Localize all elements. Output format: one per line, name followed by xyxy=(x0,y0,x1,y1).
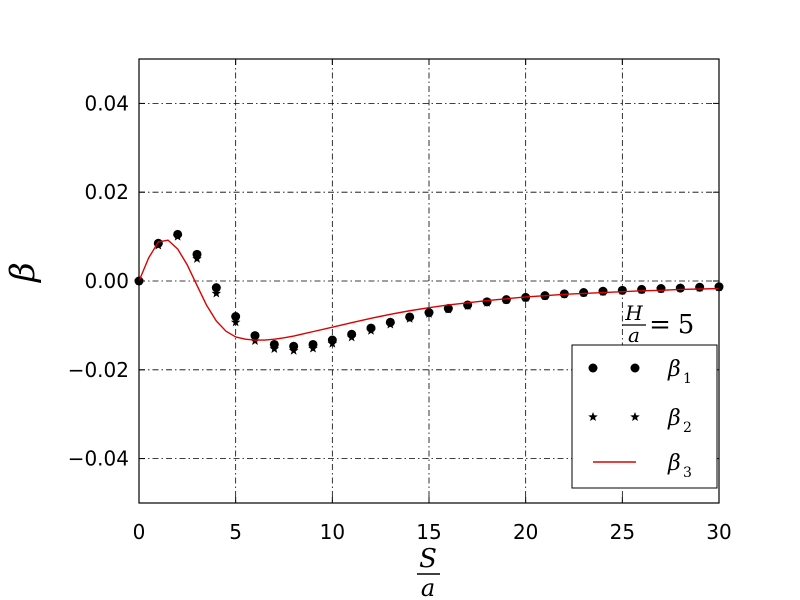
data-point xyxy=(172,231,183,241)
data-point xyxy=(675,283,686,293)
legend: β 1β 2β 3 xyxy=(571,344,718,489)
legend-marker xyxy=(630,363,640,373)
data-point xyxy=(288,345,299,355)
series-3 xyxy=(138,239,720,341)
data-point xyxy=(443,304,454,314)
axis-ticks: 0 5 10 15 20 25 30−0.04−0.020.000.020.04 xyxy=(68,59,732,544)
y-axis-label: β xyxy=(3,262,43,284)
series-line xyxy=(138,239,720,341)
data-point xyxy=(656,283,666,294)
data-point xyxy=(269,343,280,353)
data-point xyxy=(578,287,589,298)
x-tick-label: 30 xyxy=(706,520,731,544)
y-tick-label: 0.00 xyxy=(84,269,129,293)
x-axis-label: S a xyxy=(417,544,440,600)
data-point xyxy=(482,297,492,307)
legend-label-subscript: 3 xyxy=(683,465,692,481)
annotation-numerator: H xyxy=(624,301,643,325)
data-point xyxy=(153,240,164,250)
data-point xyxy=(211,288,222,298)
data-point xyxy=(636,284,647,294)
data-point xyxy=(192,253,202,263)
data-point xyxy=(230,317,241,327)
data-point xyxy=(617,285,628,295)
y-tick-label: −0.02 xyxy=(68,358,129,382)
annotation-equals: = xyxy=(649,310,671,340)
x-axis-label-numerator: S xyxy=(419,544,437,574)
data-point xyxy=(366,325,376,335)
y-tick-label: 0.04 xyxy=(84,91,129,115)
legend-marker xyxy=(588,412,598,422)
x-axis-label-denominator: a xyxy=(421,574,435,600)
data-point xyxy=(327,338,338,348)
data-point xyxy=(424,308,434,318)
legend-label: β xyxy=(667,406,681,431)
data-point xyxy=(501,295,512,305)
x-tick-label: 20 xyxy=(513,520,538,544)
legend-label: β xyxy=(667,451,681,476)
legend-marker xyxy=(588,363,598,373)
x-tick-label: 0 xyxy=(133,520,146,544)
data-point xyxy=(211,283,221,293)
data-point xyxy=(404,313,415,323)
data-point xyxy=(462,300,473,310)
legend-label-subscript: 2 xyxy=(683,420,692,436)
data-point xyxy=(385,319,396,329)
data-point xyxy=(598,286,608,296)
data-point xyxy=(231,312,241,322)
annotation-denominator: a xyxy=(628,323,640,347)
annotation-ratio: H a = 5 xyxy=(622,301,694,347)
data-point xyxy=(250,331,260,341)
annotation-value: 5 xyxy=(678,310,695,340)
legend-marker xyxy=(630,412,640,422)
x-tick-label: 25 xyxy=(610,520,635,544)
x-tick-label: 5 xyxy=(229,520,242,544)
data-point xyxy=(694,282,705,292)
y-tick-label: −0.04 xyxy=(68,447,129,471)
x-tick-label: 10 xyxy=(320,520,345,544)
data-point xyxy=(308,343,318,353)
y-tick-label: 0.02 xyxy=(84,180,129,204)
legend-label-subscript: 1 xyxy=(683,371,692,387)
legend-label: β xyxy=(667,357,681,382)
x-tick-label: 15 xyxy=(416,520,441,544)
data-point xyxy=(346,332,357,342)
